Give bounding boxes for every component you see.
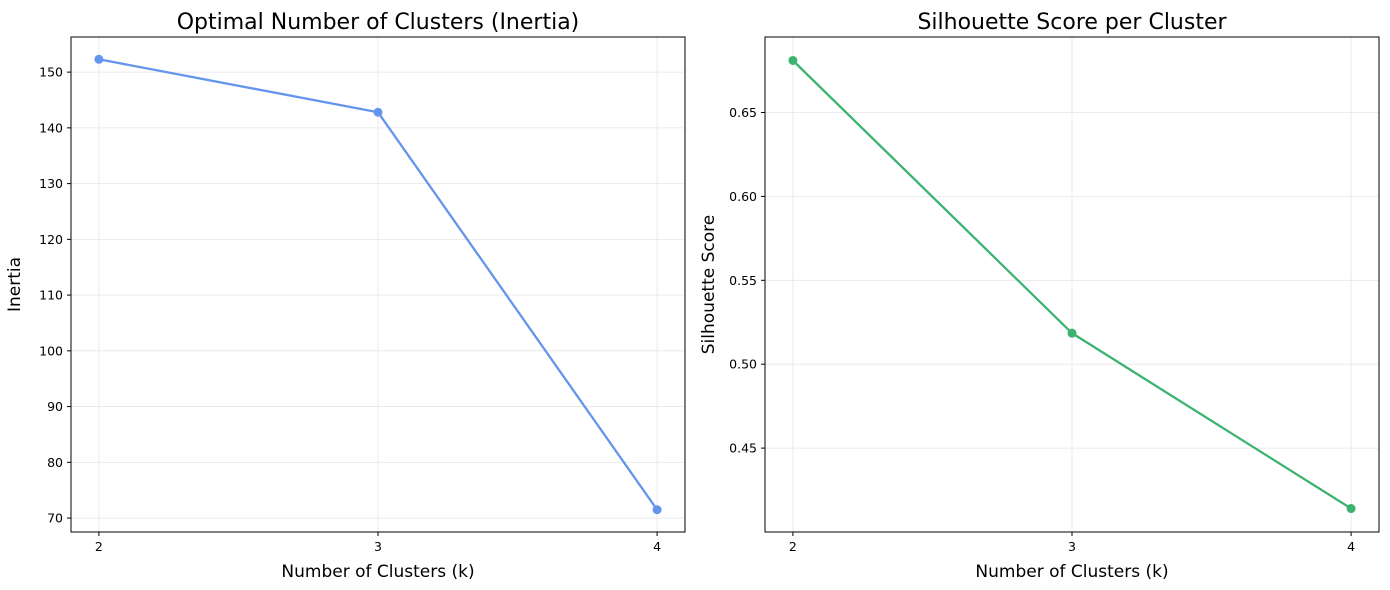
silhouette-data-point (1346, 504, 1356, 514)
inertia-series (94, 54, 662, 515)
inertia-y-tick-label: 140 (39, 120, 63, 135)
silhouette-data-point (1067, 328, 1077, 338)
silhouette-chart: 2 3 4 0.45 0.50 0.55 0.60 0.65 Silhouette Score… (699, 10, 1380, 582)
inertia-ticks: 2 3 4 70 80 90 100 110 120 130 140 150 (39, 65, 661, 554)
inertia-y-tick-label: 130 (39, 176, 63, 191)
silhouette-y-tick-label: 0.65 (729, 105, 757, 120)
silhouette-grid (765, 37, 1379, 532)
inertia-y-tick-label: 90 (47, 399, 63, 414)
inertia-x-tick-label: 2 (95, 539, 103, 554)
silhouette-x-axis-label: Number of Clusters (k) (975, 562, 1168, 582)
inertia-chart: 2 3 4 70 80 90 100 110 120 130 140 150 Optimal Numb… (5, 10, 686, 582)
inertia-y-tick-label: 70 (47, 511, 63, 526)
silhouette-y-tick-label: 0.45 (729, 441, 757, 456)
silhouette-y-axis-label: Silhouette Score (699, 215, 719, 354)
inertia-y-tick-label: 80 (47, 455, 63, 470)
inertia-y-tick-label: 100 (39, 343, 63, 358)
inertia-data-point (94, 54, 104, 64)
inertia-x-axis-label: Number of Clusters (k) (281, 562, 474, 582)
silhouette-y-tick-label: 0.55 (729, 273, 757, 288)
inertia-data-point (652, 505, 662, 515)
inertia-grid (71, 37, 685, 532)
silhouette-y-tick-label: 0.50 (729, 357, 757, 372)
silhouette-x-tick-label: 3 (1068, 539, 1076, 554)
inertia-chart-title: Optimal Number of Clusters (Inertia) (177, 10, 580, 35)
silhouette-data-point (788, 55, 798, 65)
inertia-y-tick-label: 110 (39, 288, 63, 303)
inertia-plot-frame (70, 36, 686, 533)
inertia-data-point (373, 107, 383, 117)
silhouette-chart-title: Silhouette Score per Cluster (917, 10, 1227, 35)
silhouette-x-tick-label: 4 (1347, 539, 1355, 554)
inertia-y-axis-label: Inertia (5, 257, 25, 312)
inertia-x-tick-label: 3 (374, 539, 382, 554)
silhouette-y-tick-label: 0.60 (729, 189, 757, 204)
silhouette-ticks: 2 3 4 0.45 0.50 0.55 0.60 0.65 (729, 105, 1355, 554)
inertia-y-tick-label: 150 (39, 65, 63, 80)
silhouette-plot-frame (764, 36, 1380, 533)
silhouette-x-tick-label: 2 (789, 539, 797, 554)
silhouette-series (788, 55, 1356, 514)
inertia-y-tick-label: 120 (39, 232, 63, 247)
inertia-x-tick-label: 4 (653, 539, 661, 554)
